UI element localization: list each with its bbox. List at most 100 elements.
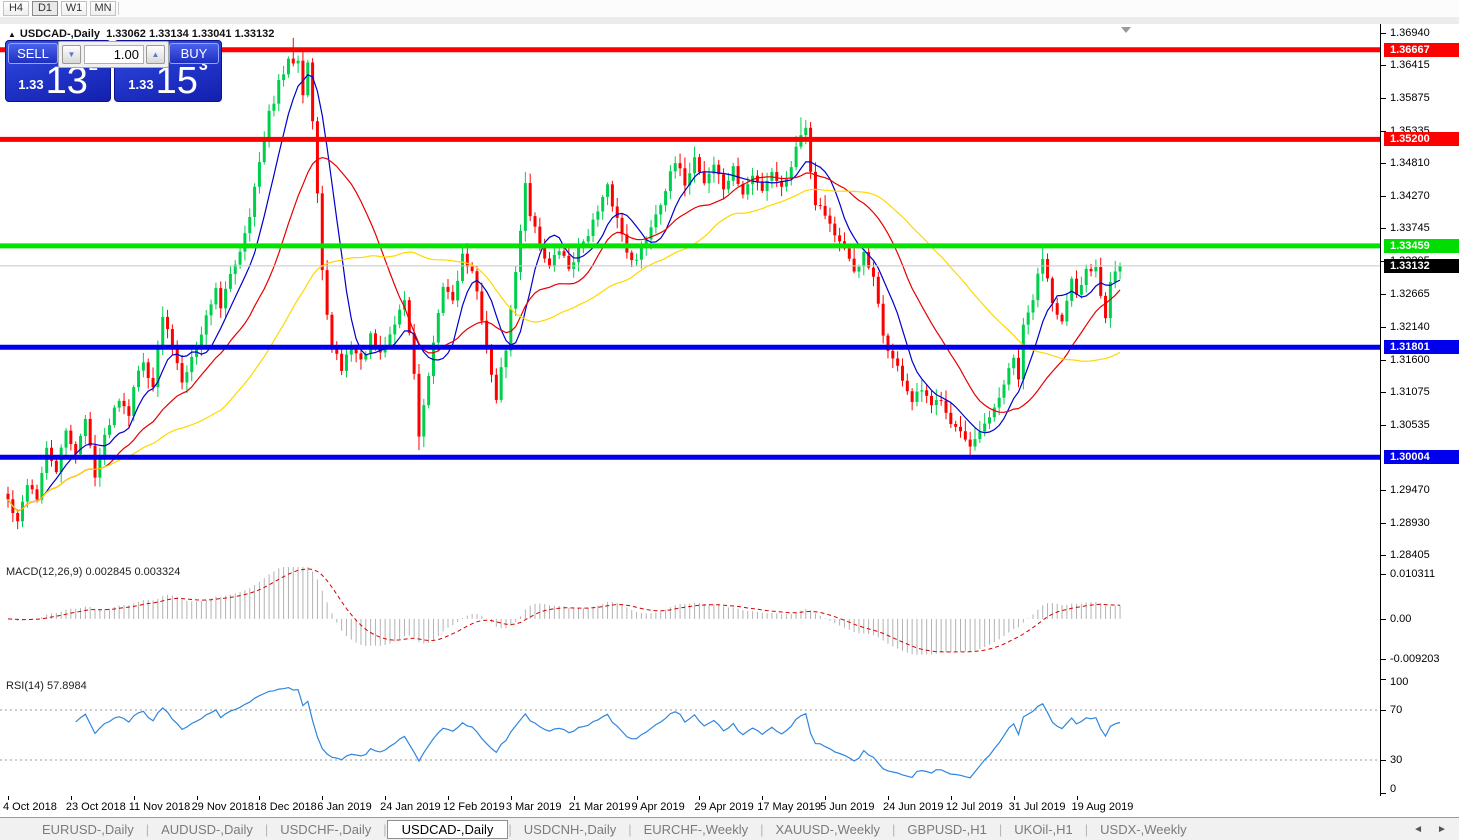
tab-separator: |: [628, 821, 632, 837]
lot-increase-button[interactable]: ▲: [146, 45, 165, 64]
price-level-badge: 1.33459: [1384, 238, 1459, 253]
date-tick-mark: [510, 796, 512, 800]
chart-tabs-bar: EURUSD-,Daily | AUDUSD-,Daily | USDCHF-,Dail…: [0, 818, 1459, 840]
price-panel[interactable]: [0, 25, 1380, 561]
date-label: 29 Nov 2018: [191, 801, 254, 813]
tab-scroll-left-icon[interactable]: ◄: [1413, 823, 1423, 835]
price-tick-label: 1.31075: [1390, 385, 1430, 398]
axis-tick-mark: [1381, 618, 1386, 620]
date-tick-mark: [762, 796, 764, 800]
date-tick-mark: [385, 796, 387, 800]
rsi-label: RSI(14) 57.8984: [6, 680, 87, 692]
price-tick-label: 1.28405: [1390, 549, 1430, 561]
tab-separator: |: [760, 821, 764, 837]
date-tick-mark: [259, 796, 261, 800]
tab-separator: |: [892, 821, 896, 837]
date-tick-mark: [636, 796, 638, 800]
date-label: 19 Aug 2019: [1071, 801, 1134, 813]
chart-tab-usdx-weekly[interactable]: USDX-,Weekly: [1100, 821, 1187, 837]
tab-separator: |: [264, 821, 269, 837]
date-label: 17 May 2019: [757, 801, 821, 813]
time-axis[interactable]: 4 Oct 2018 23 Oct 2018 11 Nov 2018 29 Nov 2…: [0, 796, 1459, 817]
price-level-badge: 1.36667: [1384, 42, 1459, 57]
date-tick-mark: [887, 796, 889, 800]
axis-tick-mark: [1381, 679, 1386, 680]
price-tick-label: 1.28930: [1390, 516, 1430, 529]
chart-tab-usdcad-daily[interactable]: USDCAD-,Daily: [386, 819, 509, 839]
axis-tick-mark: [1381, 659, 1386, 660]
ohlc-open: 1.33062: [106, 28, 146, 40]
date-label: 9 Apr 2019: [631, 801, 685, 813]
chart-tab-eurusd-daily[interactable]: EURUSD-,Daily: [42, 821, 134, 837]
timeframe-button-w1[interactable]: W1: [61, 1, 87, 16]
ohlc-close: 1.33132: [234, 28, 275, 40]
macd-scale-label: 0.010311: [1390, 568, 1436, 580]
price-tick-label: 1.36415: [1390, 59, 1430, 72]
timeframe-button-mn[interactable]: MN: [90, 1, 116, 16]
price-axis[interactable]: 1.36940 1.36415 1.35875 1.35335 1.34810 1.342…: [1381, 24, 1459, 796]
timeframe-button-d1[interactable]: D1: [32, 1, 58, 16]
lot-size-input[interactable]: [84, 45, 144, 64]
price-level-badge: 1.35200: [1384, 132, 1459, 147]
rsi-scale-label: 0: [1390, 783, 1397, 795]
chart-shift-marker-icon[interactable]: [1121, 27, 1131, 33]
axis-tick-mark: [1381, 228, 1386, 230]
tab-separator: |: [998, 821, 1003, 837]
price-tick-label: 1.32665: [1390, 288, 1430, 301]
date-tick-mark: [825, 796, 827, 800]
chart-title: ▲ USDCAD-,Daily 1.33062 1.33134 1.33041 1…: [8, 28, 274, 40]
collapse-arrow-icon[interactable]: ▲: [8, 30, 16, 39]
chart-plot-area[interactable]: [0, 24, 1380, 796]
macd-main-value: 0.002845: [85, 566, 132, 578]
axis-tick-mark: [1381, 98, 1386, 100]
tab-scroll-right-icon[interactable]: ►: [1437, 823, 1447, 835]
chart-tab-usdcnh-daily[interactable]: USDCNH-,Daily: [523, 821, 617, 837]
axis-tick-mark: [1381, 326, 1386, 328]
rsi-panel[interactable]: [0, 678, 1380, 796]
price-tick-label: 1.36940: [1390, 27, 1430, 39]
date-tick-mark: [8, 796, 9, 800]
date-tick-mark: [950, 796, 952, 800]
date-label: 24 Jan 2019: [380, 801, 441, 813]
moving-average-45: [7, 188, 1121, 512]
tab-separator: |: [145, 821, 150, 837]
axis-tick-mark: [1381, 424, 1386, 426]
buy-big-price: 1.33 15 3: [128, 57, 208, 102]
axis-tick-mark: [1381, 391, 1386, 393]
chart-tab-ukoil-h1[interactable]: UKOil-,H1: [1014, 821, 1073, 837]
axis-tick-mark: [1381, 294, 1386, 296]
price-level-badge: 1.30004: [1384, 450, 1459, 465]
axis-left-border: [1380, 24, 1381, 796]
macd-panel[interactable]: [0, 564, 1380, 676]
ohlc-high: 1.33134: [148, 28, 189, 40]
date-tick-mark: [133, 796, 135, 800]
lot-decrease-button[interactable]: ▼: [62, 45, 81, 64]
price-level-badge: 1.33132: [1384, 258, 1459, 273]
axis-tick-mark: [1381, 65, 1386, 67]
macd-scale-label: 0.00: [1390, 612, 1412, 625]
axis-tick-mark: [1381, 760, 1386, 761]
macd-label: MACD(12,26,9) 0.002845 0.003324: [6, 566, 181, 578]
price-tick-label: 1.32140: [1390, 320, 1430, 333]
timeframe-button-h4[interactable]: H4: [3, 1, 29, 16]
toolbar-separator: [118, 2, 119, 15]
rsi-scale-label: 70: [1390, 704, 1403, 716]
sell-button[interactable]: SELL: [8, 43, 58, 64]
chart-tab-xauusd-weekly[interactable]: XAUUSD-,Weekly: [775, 821, 881, 837]
tab-separator: |: [1084, 821, 1089, 837]
date-tick-mark: [196, 796, 198, 800]
tab-scroll-controls: ◄ ►: [1407, 819, 1453, 839]
axis-tick-mark: [1381, 793, 1386, 794]
rsi-scale-label: 100: [1390, 676, 1409, 688]
chart-tab-gbpusd-h1[interactable]: GBPUSD-,H1: [907, 821, 987, 837]
buy-button[interactable]: BUY: [169, 43, 219, 64]
sell-big-price: 1.33132: [18, 57, 98, 102]
axis-tick-mark: [1381, 196, 1386, 198]
chart-tab-audusd-daily[interactable]: AUDUSD-,Daily: [161, 821, 253, 837]
chart-tab-eurchf-weekly[interactable]: EURCHF-,Weekly: [643, 821, 749, 837]
chart-tab-usdchf-daily[interactable]: USDCHF-,Daily: [280, 821, 372, 837]
candlesticks: [6, 37, 1122, 530]
date-label: 6 Jan 2019: [317, 801, 372, 813]
price-tick-label: 1.35875: [1390, 92, 1430, 105]
